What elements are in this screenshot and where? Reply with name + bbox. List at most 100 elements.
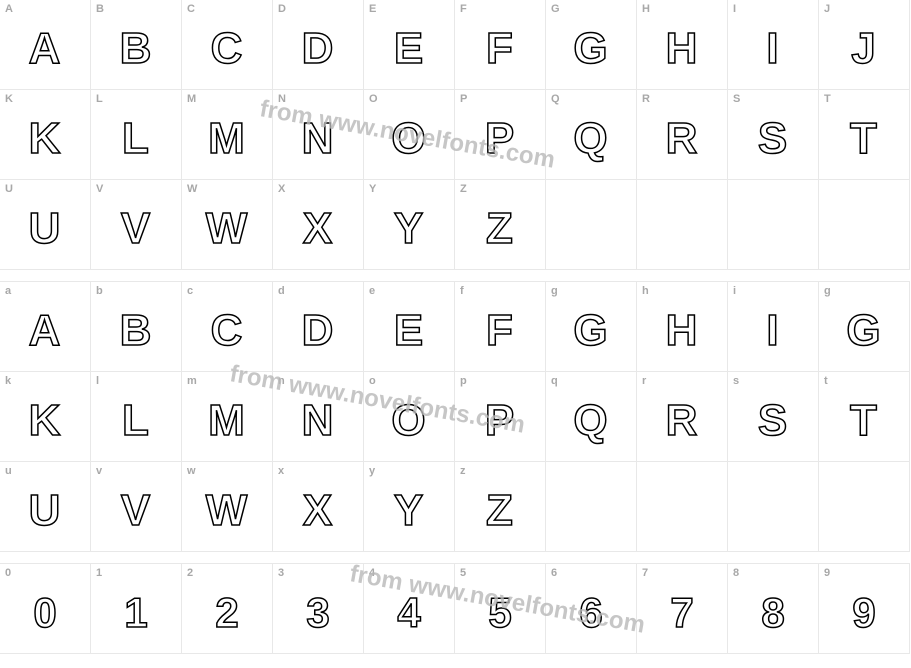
lower-cell: nN [272, 371, 364, 462]
upper-cell-label: Y [369, 183, 376, 195]
upper-glyph: O [391, 117, 426, 161]
upper-cell: OO [363, 89, 455, 180]
digit-glyph: 9 [852, 589, 875, 637]
upper-cell: FF [454, 0, 546, 90]
lower-cell-label: s [733, 375, 739, 387]
upper-cell-label: P [460, 93, 467, 105]
upper-cell-label: C [187, 3, 195, 15]
lower-cell: hH [636, 281, 728, 372]
lower-cell-label: y [369, 465, 375, 477]
lower-cell-label: b [96, 285, 103, 297]
upper-grid: AABBCCDDEEFFGGHHIIJJKKLLMMNNOOPPQQRRSSTT… [0, 0, 911, 270]
lower-glyph: K [29, 399, 62, 443]
digit-glyph: 4 [397, 589, 420, 637]
upper-cell-label: A [5, 3, 13, 15]
lower-glyph: E [394, 309, 424, 353]
lower-glyph: Y [394, 489, 424, 533]
digit-cell-label: 5 [460, 567, 466, 579]
upper-cell: SS [727, 89, 819, 180]
lower-cell: kK [0, 371, 91, 462]
upper-glyph: P [485, 117, 515, 161]
digit-cell-label: 0 [5, 567, 11, 579]
lower-cell: gG [818, 281, 910, 372]
upper-glyph: Z [486, 207, 514, 251]
upper-glyph: U [29, 207, 62, 251]
upper-cell: NN [272, 89, 364, 180]
upper-cell: ZZ [454, 179, 546, 270]
upper-cell: KK [0, 89, 91, 180]
upper-cell-label: Q [551, 93, 560, 105]
lower-cell: rR [636, 371, 728, 462]
upper-glyph: W [206, 207, 249, 251]
lower-glyph: Z [486, 489, 514, 533]
upper-glyph: C [211, 27, 244, 71]
upper-glyph: R [666, 117, 699, 161]
upper-glyph: I [766, 27, 779, 71]
lower-cell-label: d [278, 285, 285, 297]
lower-cell: uU [0, 461, 91, 552]
upper-cell: EE [363, 0, 455, 90]
lower-cell: eE [363, 281, 455, 372]
lower-cell-label: u [5, 465, 12, 477]
upper-cell: AA [0, 0, 91, 90]
upper-glyph: G [573, 27, 608, 71]
digit-glyph: 7 [670, 589, 693, 637]
upper-cell: CC [181, 0, 273, 90]
lower-cell-label: g [551, 285, 558, 297]
lower-cell: zZ [454, 461, 546, 552]
upper-cell-label: X [278, 183, 285, 195]
lower-glyph: D [302, 309, 335, 353]
digit-cell-label: 6 [551, 567, 557, 579]
upper-glyph: M [208, 117, 246, 161]
digit-glyph: 6 [579, 589, 602, 637]
lower-cell: vV [90, 461, 182, 552]
lower-cell-label: m [187, 375, 197, 387]
lower-glyph: H [666, 309, 699, 353]
upper-glyph: B [120, 27, 153, 71]
upper-cell: RR [636, 89, 728, 180]
lower-glyph: O [391, 399, 426, 443]
lower-cell: cC [181, 281, 273, 372]
upper-cell-label: O [369, 93, 378, 105]
lower-cell-label: q [551, 375, 558, 387]
digit-cell: 99 [818, 563, 910, 654]
lower-glyph: P [485, 399, 515, 443]
lower-glyph: B [120, 309, 153, 353]
lower-cell [636, 461, 728, 552]
digit-cell: 77 [636, 563, 728, 654]
upper-cell-label: Z [460, 183, 467, 195]
lower-glyph: L [122, 399, 150, 443]
lower-cell: mM [181, 371, 273, 462]
lower-grid: aAbBcCdDeEfFgGhHiIgGkKlLmMnNoOpPqQrRsStT… [0, 282, 911, 552]
lower-cell: gG [545, 281, 637, 372]
upper-glyph: T [850, 117, 878, 161]
digit-glyph: 8 [761, 589, 784, 637]
upper-cell: PP [454, 89, 546, 180]
lower-cell-label: o [369, 375, 376, 387]
upper-cell-label: G [551, 3, 560, 15]
lower-cell-label: v [96, 465, 102, 477]
lower-cell: yY [363, 461, 455, 552]
lower-cell-label: t [824, 375, 828, 387]
lower-cell-label: g [824, 285, 831, 297]
lower-glyph: I [766, 309, 779, 353]
upper-cell-label: F [460, 3, 467, 15]
lower-glyph: Q [573, 399, 608, 443]
lower-glyph: V [121, 489, 151, 533]
upper-cell: JJ [818, 0, 910, 90]
digit-grid: 00112233445566778899 [0, 564, 911, 654]
lower-cell: pP [454, 371, 546, 462]
lower-cell [545, 461, 637, 552]
digit-glyph: 3 [306, 589, 329, 637]
lower-cell-label: l [96, 375, 99, 387]
upper-cell: UU [0, 179, 91, 270]
upper-glyph: H [666, 27, 699, 71]
lower-cell-label: k [5, 375, 11, 387]
upper-cell [727, 179, 819, 270]
lower-glyph: G [573, 309, 608, 353]
upper-cell: WW [181, 179, 273, 270]
lower-cell: bB [90, 281, 182, 372]
upper-cell-label: J [824, 3, 830, 15]
lower-glyph: C [211, 309, 244, 353]
upper-glyph: A [29, 27, 62, 71]
